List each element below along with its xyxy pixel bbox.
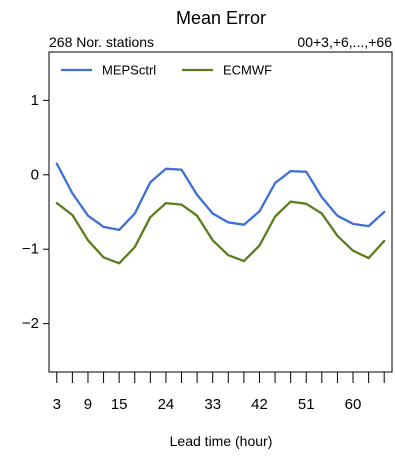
chart-subtitle-leadtimes: 00+3,+6,...,+66 [297,34,392,50]
legend: MEPSctrl ECMWF [61,63,272,78]
series-line-ecmwf [55,200,386,265]
series-layer [55,162,386,265]
x-tick-label: 3 [53,396,61,413]
chart-title: Mean Error [176,8,266,28]
x-tick-label: 51 [298,396,315,413]
x-tick-label: 60 [345,396,362,413]
x-axis-label: Lead time (hour) [170,433,273,449]
y-tick-label: 1 [31,92,39,109]
x-tick-label: 42 [251,396,268,413]
y-tick-label: −1 [22,241,39,258]
y-tick-label: −2 [22,315,39,332]
x-tick-label: 15 [111,396,128,413]
y-tick-label: 0 [31,166,39,183]
x-tick-label: 33 [204,396,221,413]
chart-subtitle-stations: 268 Nor. stations [49,34,154,50]
y-axis: −2 −1 0 1 [22,92,49,332]
x-axis: 3 9 15 24 33 42 51 60 [53,372,385,413]
x-tick-label: 24 [158,396,175,413]
legend-label-mepsctrl: MEPSctrl [102,63,156,78]
legend-label-ecmwf: ECMWF [223,63,272,78]
series-line-mepsctrl [55,162,386,232]
plot-area-frame [48,51,393,373]
x-tick-label: 9 [84,396,92,413]
